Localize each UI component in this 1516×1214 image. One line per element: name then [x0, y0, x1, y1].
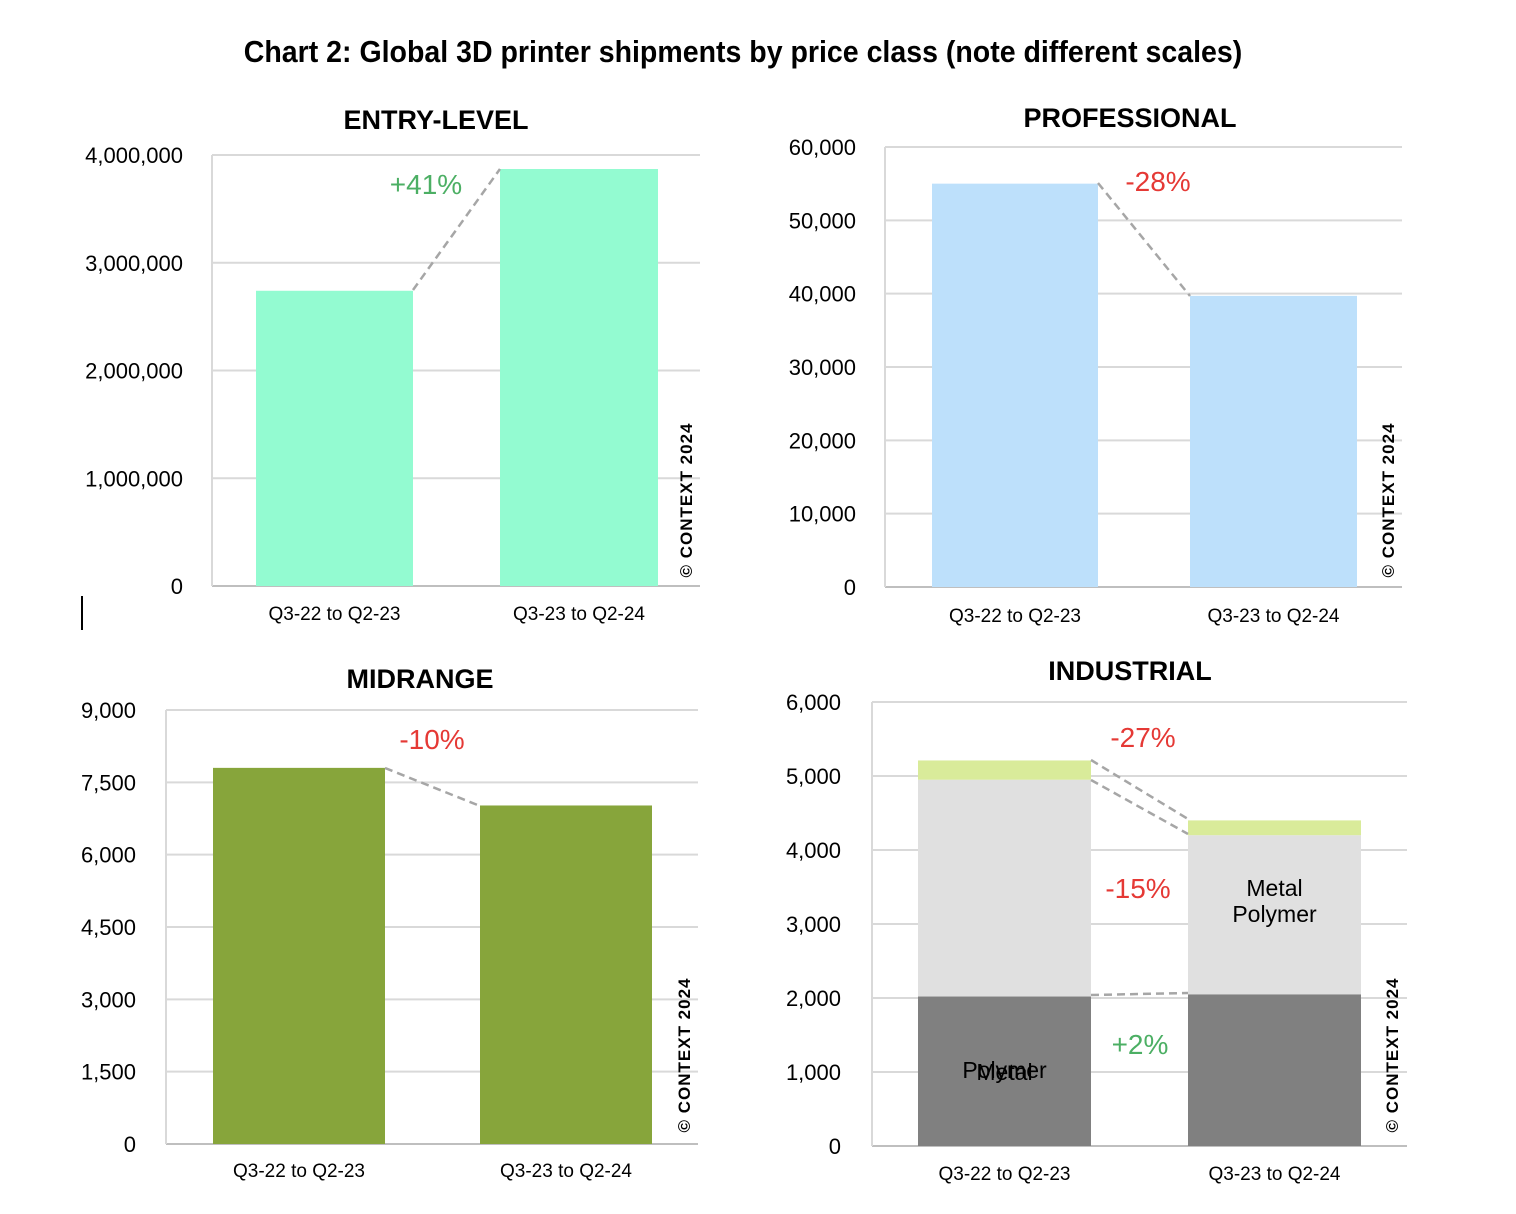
y-tick-label: 3,000 [786, 912, 841, 937]
y-tick-label: 30,000 [789, 355, 856, 380]
connector-line [411, 168, 502, 291]
y-tick-label: 50,000 [789, 208, 856, 233]
bar [213, 767, 385, 1144]
main-title: Chart 2: Global 3D printer shipments by … [243, 34, 1243, 69]
x-tick-label: Q3-22 to Q2-23 [268, 604, 400, 625]
copyright-watermark: © CONTEXT 2024 [675, 977, 694, 1132]
bar-segment-polymer [1188, 835, 1361, 995]
y-tick-label: 10,000 [789, 502, 856, 527]
chart-title: INDUSTRIAL [1048, 656, 1212, 686]
bar-segment-metal [1188, 994, 1361, 1146]
segment-label: Metal [976, 1059, 1032, 1085]
x-tick-label: Q3-22 to Q2-23 [233, 1161, 365, 1182]
connector-line [1090, 991, 1189, 997]
x-tick-label: Q3-22 to Q2-23 [938, 1164, 1070, 1185]
bar-segment-polymer [918, 779, 1091, 997]
bar-segment-metal [918, 996, 1091, 1146]
y-tick-label: 5,000 [786, 764, 841, 789]
y-tick-label: 4,500 [81, 915, 136, 940]
change-annotation: +2% [1112, 1029, 1169, 1060]
y-tick-label: 7,500 [81, 770, 136, 795]
y-tick-label: 0 [124, 1132, 136, 1157]
y-tick-label: 1,500 [81, 1060, 136, 1085]
x-tick-label: Q3-22 to Q2-23 [949, 606, 1081, 627]
segment-label: Metal [1246, 875, 1302, 901]
change-annotation: -27% [1110, 722, 1175, 753]
chart-title: ENTRY-LEVEL [343, 105, 528, 135]
chart-entry: 0 1,000,000 2,000,000 3,000,000 4,000,000 ENT… [85, 105, 700, 625]
connector-line [1097, 182, 1191, 297]
copyright-watermark: © CONTEXT 2024 [1383, 977, 1402, 1132]
y-tick-label: 2,000 [786, 986, 841, 1011]
segment-label: Polymer [962, 1057, 1047, 1083]
change-annotation: -10% [399, 724, 464, 755]
segment-label: Polymer [1232, 901, 1317, 927]
chart-title: PROFESSIONAL [1023, 103, 1236, 133]
chart-industrial: 0 1,000 2,000 3,000 4,000 5,000 6,000 INDUSTRIA… [786, 656, 1407, 1185]
chart-midrange: 0 1,500 3,000 4,500 6,000 7,500 9,000 MIDRANGE Q… [81, 664, 698, 1182]
y-tick-label: 1,000,000 [85, 466, 183, 491]
change-annotation: +41% [390, 169, 462, 200]
y-tick-label: 40,000 [789, 282, 856, 307]
y-tick-label: 1,000 [786, 1060, 841, 1085]
y-tick-label: 3,000 [81, 987, 136, 1012]
x-tick-label: Q3-23 to Q2-24 [1208, 1164, 1340, 1185]
y-tick-label: 4,000,000 [85, 143, 183, 168]
y-tick-label: 9,000 [81, 698, 136, 723]
change-annotation: -28% [1125, 166, 1190, 197]
y-tick-label: 3,000,000 [85, 251, 183, 276]
y-tick-label: 6,000 [786, 690, 841, 715]
bar [256, 290, 413, 586]
y-tick-label: 0 [171, 574, 183, 599]
connector-line [384, 766, 481, 808]
connector-line [1090, 758, 1189, 821]
x-tick-label: Q3-23 to Q2-24 [513, 604, 645, 625]
stray-mark [81, 596, 83, 630]
y-tick-label: 2,000,000 [85, 359, 183, 384]
y-tick-label: 60,000 [789, 135, 856, 160]
x-tick-label: Q3-23 to Q2-24 [1207, 606, 1339, 627]
y-tick-label: 20,000 [789, 428, 856, 453]
bar [1190, 295, 1357, 587]
y-tick-label: 0 [829, 1134, 841, 1159]
bar [480, 805, 652, 1144]
x-tick-label: Q3-23 to Q2-24 [500, 1161, 632, 1182]
connector-line [1090, 778, 1189, 836]
y-tick-label: 0 [844, 575, 856, 600]
bar-segment-other [918, 760, 1091, 780]
chart-professional: 0 10,000 20,000 30,000 40,000 50,000 60,000 PRO… [789, 103, 1402, 627]
copyright-watermark: © CONTEXT 2024 [677, 422, 696, 577]
bar [500, 169, 658, 586]
change-annotation: -15% [1105, 873, 1170, 904]
chart-title: MIDRANGE [347, 664, 494, 694]
copyright-watermark: © CONTEXT 2024 [1379, 422, 1398, 577]
y-tick-label: 6,000 [81, 843, 136, 868]
bar [932, 183, 1098, 587]
bar-segment-other [1188, 820, 1361, 836]
y-tick-label: 4,000 [786, 838, 841, 863]
